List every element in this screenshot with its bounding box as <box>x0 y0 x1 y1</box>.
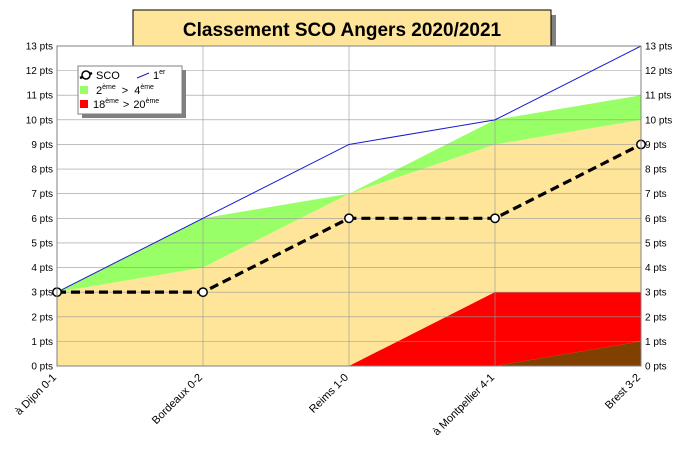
legend-item-sco: SCO <box>79 70 120 82</box>
chart-title-box: Classement SCO Angers 2020/2021 <box>132 9 556 53</box>
x-tick-label: Brest 3-2 <box>603 372 643 412</box>
y-tick-label-right: 4 pts <box>645 263 667 274</box>
x-tick-label: à Dijon 0-1 <box>13 372 59 418</box>
y-tick-label-right: 1 pts <box>645 337 667 348</box>
y-axis-left: 0 pts 1 pts 2 pts 3 pts 4 pts 5 pts 6 pts 7 pts… <box>26 42 53 373</box>
y-axis-right: 0 pts 1 pts 2 pts 3 pts 4 pts 5 pts 6 pts 7 pts… <box>645 42 672 373</box>
legend-sco-label: SCO <box>96 70 120 82</box>
y-tick-label-left: 2 pts <box>31 312 53 323</box>
band-last-place <box>57 341 641 366</box>
legend-relegation-swatch <box>80 100 88 108</box>
x-axis: à Dijon 0-1 Bordeaux 0-2 Reims 1-0 à Montpe… <box>13 372 643 438</box>
y-tick-label-right: 7 pts <box>645 189 667 200</box>
y-tick-label-right: 3 pts <box>645 288 667 299</box>
legend-item-first: 1er <box>136 69 166 82</box>
y-tick-label-left: 12 pts <box>26 66 53 77</box>
legend-europe-swatch <box>80 86 88 94</box>
y-tick-label-left: 11 pts <box>27 91 54 102</box>
legend-europe-label: 2ème >4ème <box>96 84 154 97</box>
y-tick-label-right: 13 pts <box>645 42 672 53</box>
y-tick-label-right: 8 pts <box>645 165 667 176</box>
y-tick-label-left: 9 pts <box>31 140 53 151</box>
chart-title: Classement SCO Angers 2020/2021 <box>183 20 502 41</box>
y-tick-label-left: 4 pts <box>31 263 53 274</box>
y-tick-label-right: 12 pts <box>645 66 672 77</box>
y-tick-label-left: 5 pts <box>31 238 53 249</box>
y-tick-label-left: 8 pts <box>31 165 53 176</box>
plot-border <box>56 45 642 367</box>
y-tick-label-left: 0 pts <box>31 362 53 373</box>
legend-first-label: 1er <box>153 69 166 82</box>
series-line-first <box>56 45 642 293</box>
x-tick-label: Bordeaux 0-2 <box>150 372 205 427</box>
y-tick-label-right: 10 pts <box>645 115 672 126</box>
y-tick-label-left: 3 pts <box>31 288 53 299</box>
legend-item-europe: 2ème >4ème <box>80 84 154 97</box>
legend-first-line-sample <box>136 72 150 79</box>
legend-relegation-label: 18ème >20ème <box>93 98 159 111</box>
x-tick-label: à Montpellier 4-1 <box>431 372 497 438</box>
legend-sco-marker <box>81 70 91 80</box>
y-tick-label-left: 6 pts <box>31 214 53 225</box>
y-tick-label-right: 0 pts <box>645 362 667 373</box>
y-tick-label-left: 7 pts <box>31 189 53 200</box>
y-tick-label-right: 2 pts <box>645 312 667 323</box>
legend-item-relegation: 18ème >20ème <box>80 98 159 111</box>
y-tick-label-right: 9 pts <box>645 140 667 151</box>
plot-area <box>52 45 646 367</box>
y-tick-label-left: 10 pts <box>26 115 53 126</box>
y-tick-label-left: 13 pts <box>26 42 53 53</box>
legend-background <box>77 65 183 115</box>
y-tick-label-right: 6 pts <box>645 214 667 225</box>
chart-title-background <box>132 9 552 49</box>
sco-point <box>344 213 354 224</box>
y-tick-label-left: 1 pts <box>31 337 53 348</box>
x-tick-label: Reims 1-0 <box>307 372 351 416</box>
y-tick-label-right: 5 pts <box>645 238 667 249</box>
legend: SCO 1er 2ème >4ème 18ème >20ème <box>77 65 186 118</box>
sco-point <box>198 287 208 298</box>
sco-point <box>490 213 500 224</box>
y-tick-label-right: 11 pts <box>645 91 672 102</box>
